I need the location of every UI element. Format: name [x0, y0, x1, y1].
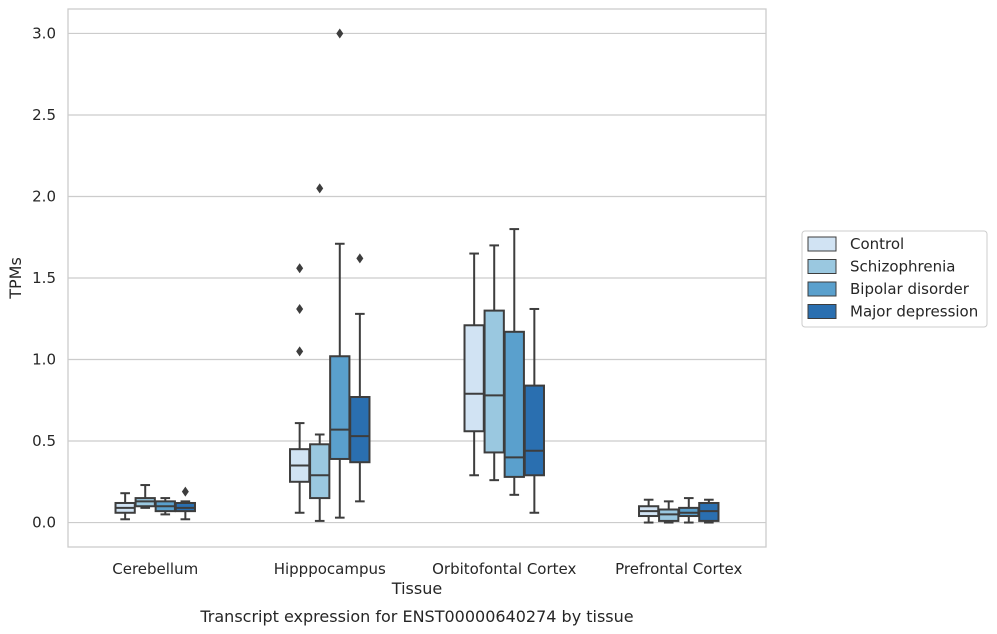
box-bipolar-disorder	[678, 497, 700, 524]
box-bipolar-disorder	[154, 497, 176, 516]
legend: Control Schizophrenia Bipolar disorder Majo…	[801, 230, 988, 328]
legend-label: Major depression	[850, 303, 978, 321]
box-iqr	[349, 396, 371, 464]
x-tick-labels: Cerebellum Hipppocampus Orbitofontal Corte…	[112, 560, 742, 578]
x-tick-label: Cerebellum	[112, 560, 198, 578]
y-tick-label: 3.0	[32, 24, 56, 42]
box-control	[463, 252, 485, 477]
box-control	[289, 263, 311, 514]
box-bipolar-disorder	[503, 228, 525, 496]
grid-lines	[68, 32, 766, 524]
legend-label: Control	[850, 235, 904, 253]
plot-boxes	[114, 28, 720, 524]
y-tick-labels: 0.0 0.5 1.0 1.5 2.0 2.5 3.0	[32, 24, 56, 531]
box-schizophrenia	[309, 183, 331, 522]
box-iqr	[523, 384, 545, 477]
box-iqr	[309, 443, 331, 500]
box-iqr	[329, 355, 351, 460]
box-iqr	[483, 309, 505, 454]
legend-swatch	[807, 281, 837, 297]
box-major-depression	[698, 498, 720, 524]
y-tick-label: 2.0	[32, 187, 56, 205]
legend-frame	[801, 230, 988, 328]
plot-frame	[67, 8, 767, 548]
box-schizophrenia	[658, 500, 680, 524]
box-iqr	[463, 324, 485, 433]
box-iqr	[503, 330, 525, 478]
outlier-point	[181, 486, 189, 497]
y-axis-title: TPMs	[6, 257, 25, 300]
y-tick-label: 0.0	[32, 514, 56, 532]
box-control	[638, 498, 660, 524]
box-control	[114, 492, 136, 521]
outlier-point	[296, 263, 304, 274]
box-major-depression	[174, 486, 196, 521]
legend-label: Bipolar disorder	[850, 280, 970, 298]
legend-swatch	[807, 304, 837, 319]
outlier-point	[296, 303, 304, 314]
x-tick-label: Hipppocampus	[274, 560, 386, 578]
x-axis-title: Tissue	[391, 579, 442, 598]
y-tick-label: 0.5	[32, 432, 56, 450]
box-major-depression	[523, 307, 545, 514]
box-bipolar-disorder	[329, 28, 351, 519]
y-tick-label: 1.0	[32, 351, 56, 369]
box-schizophrenia	[134, 484, 156, 509]
x-tick-label: Orbitofontal Cortex	[432, 560, 576, 578]
outlier-point	[336, 28, 344, 39]
outlier-point	[296, 346, 304, 357]
outlier-point	[356, 253, 364, 264]
y-tick-label: 2.5	[32, 106, 56, 124]
y-tick-label: 1.5	[32, 269, 56, 287]
box-schizophrenia	[483, 244, 505, 482]
legend-swatch	[807, 236, 837, 252]
legend-swatch	[807, 259, 837, 274]
outlier-point	[316, 183, 324, 194]
box-major-depression	[349, 253, 371, 503]
legend-label: Schizophrenia	[850, 258, 955, 276]
x-tick-label: Prefrontal Cortex	[615, 560, 742, 578]
figure-caption: Transcript expression for ENST0000064027…	[199, 607, 633, 626]
